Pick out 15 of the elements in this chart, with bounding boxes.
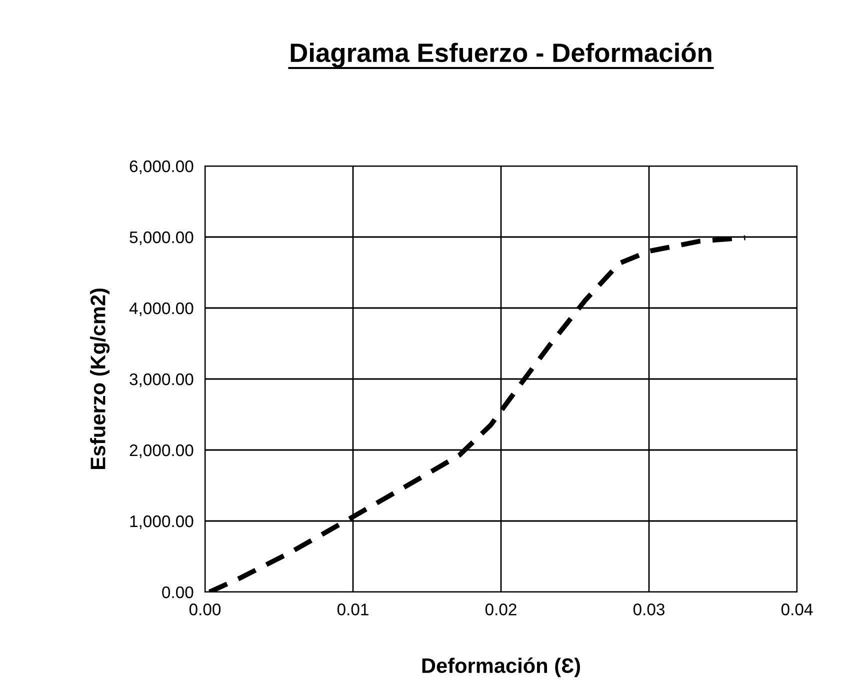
x-tick-label: 0.00 bbox=[189, 604, 221, 616]
y-tick-label: 1,000.00 bbox=[130, 515, 194, 530]
x-tick-label: 0.03 bbox=[633, 604, 664, 616]
y-tick-label: 0.00 bbox=[162, 586, 194, 598]
y-tick-label: 2,000.00 bbox=[130, 444, 194, 458]
x-tick-label: 0.04 bbox=[781, 604, 813, 616]
x-tick-label: 0.01 bbox=[337, 604, 368, 616]
y-tick-label: 6,000.00 bbox=[130, 160, 194, 174]
y-tick-label: 3,000.00 bbox=[130, 373, 194, 388]
y-axis-title: Esfuerzo (Kg/cm2) bbox=[90, 288, 110, 470]
x-tick-label: 0.02 bbox=[485, 604, 516, 616]
y-tick-label: 4,000.00 bbox=[129, 302, 194, 316]
chart-title: Diagrama Esfuerzo - Deformación bbox=[290, 42, 712, 68]
y-tick-label: 5,000.00 bbox=[130, 231, 194, 246]
x-axis-title: Deformación (Ɛ) bbox=[422, 658, 580, 678]
